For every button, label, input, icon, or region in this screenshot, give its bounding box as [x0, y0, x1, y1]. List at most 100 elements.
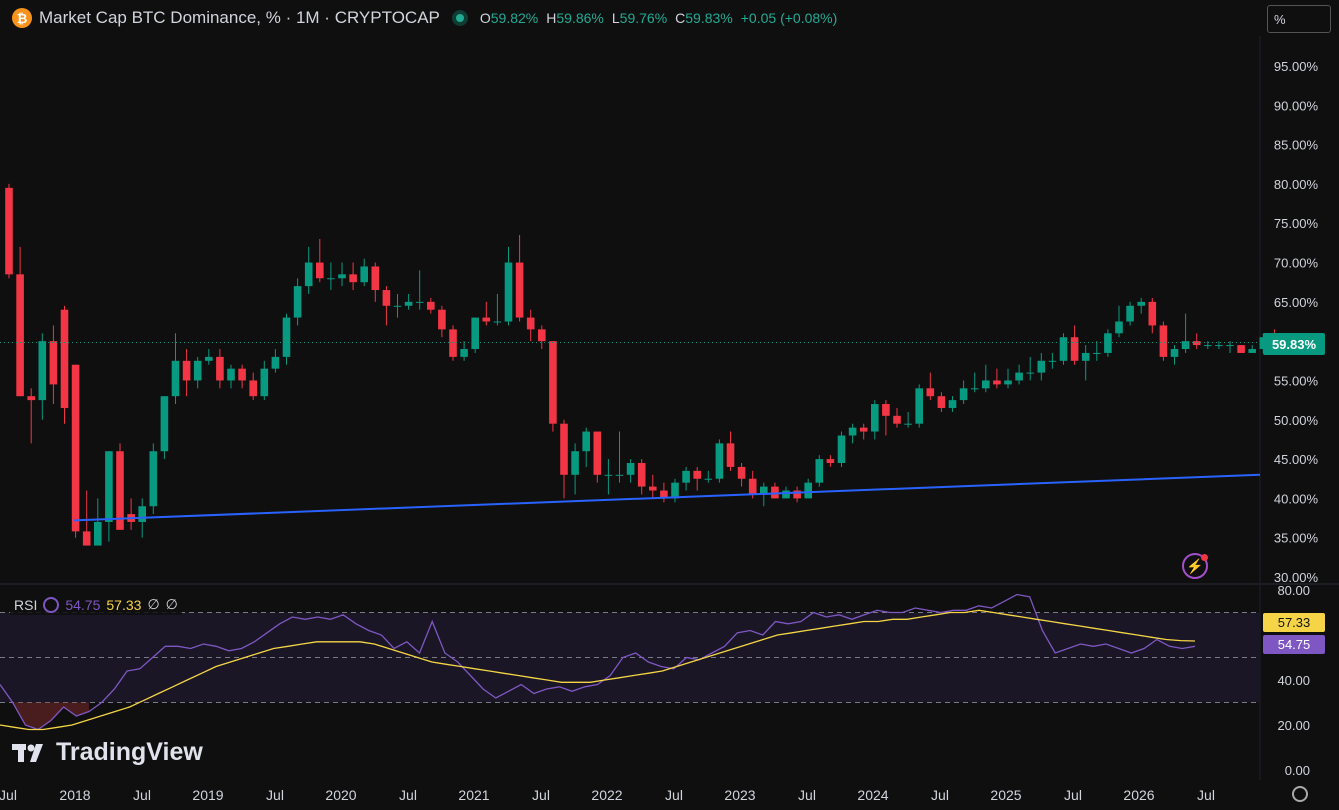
candle-body: [249, 380, 257, 397]
candle-body: [27, 396, 35, 401]
rsi-legend-extra1: ∅: [147, 596, 160, 612]
candle-body: [271, 356, 280, 369]
candle-body: [760, 486, 768, 495]
candle-body: [116, 451, 124, 530]
alert-bolt-icon[interactable]: ⚡: [1182, 553, 1208, 579]
candle-body: [1115, 321, 1123, 334]
candle-body: [782, 490, 790, 499]
candle-body: [926, 388, 935, 397]
candle-body: [205, 356, 213, 361]
candle-body: [49, 341, 58, 385]
rsi-legend-value: 54.75: [65, 596, 101, 613]
candle-body: [871, 404, 879, 432]
candle-body: [715, 443, 724, 479]
candle-body: [327, 278, 335, 280]
candle-body: [482, 317, 491, 322]
candle-body: [360, 266, 368, 283]
chart-header: ₿ Market Cap BTC Dominance, % · 1M · CRY…: [0, 0, 1260, 36]
scale-mode-field[interactable]: %: [1267, 5, 1331, 33]
last-price-label: 59.83%: [1263, 333, 1325, 355]
candle-body: [293, 286, 302, 318]
candle-body: [471, 317, 479, 350]
candle-body: [1015, 372, 1023, 381]
candle-body: [16, 274, 24, 397]
candle-body: [959, 388, 968, 401]
candle-body: [1215, 345, 1223, 347]
candle-body: [1192, 341, 1201, 346]
price-axis-tick: 55.00%: [1274, 373, 1319, 388]
time-axis-tick: Jul: [931, 787, 949, 803]
rsi-title: RSI: [14, 596, 38, 613]
candle-body: [160, 396, 169, 452]
candle-body: [1237, 345, 1245, 353]
rsi-axis-tick: 20.00: [1277, 718, 1310, 733]
price-axis-tick: 30.00%: [1274, 570, 1319, 585]
candle-body: [915, 388, 923, 424]
candle-body: [948, 400, 957, 408]
price-axis-tick: 75.00%: [1274, 216, 1319, 231]
candle-body: [859, 427, 868, 432]
candle-body: [560, 423, 568, 475]
bitcoin-icon: ₿: [12, 8, 32, 28]
rsi-settings-icon[interactable]: [43, 596, 60, 613]
rsi-legend-ma: 57.33: [106, 596, 142, 613]
settings-gear-icon[interactable]: [1292, 786, 1308, 802]
candle-body: [793, 490, 801, 499]
rsi-axis-tick: 40.00: [1277, 673, 1310, 688]
time-axis-tick: 2023: [724, 787, 755, 803]
price-axis-tick: 40.00%: [1274, 491, 1319, 506]
candle-body: [1170, 349, 1179, 357]
candle-body: [1226, 345, 1234, 347]
time-axis-tick: 2020: [325, 787, 356, 803]
rsi-value-label: 54.75: [1263, 635, 1325, 654]
candle-body: [904, 423, 912, 425]
candle-body: [438, 309, 446, 330]
candle-body: [593, 431, 602, 475]
candle-body: [1070, 337, 1079, 361]
time-axis-tick: Jul: [665, 787, 683, 803]
candle-body: [1026, 372, 1034, 374]
ohlc-values: O59.82% H59.86% L59.76% C59.83% +0.05 (+…: [479, 10, 838, 26]
candle-body: [704, 478, 713, 480]
symbol-title[interactable]: Market Cap BTC Dominance, % · 1M · CRYPT…: [39, 8, 440, 27]
candle-body: [1037, 360, 1046, 373]
candle-body: [349, 274, 357, 283]
candle-body: [316, 262, 324, 279]
candle-body: [671, 482, 679, 499]
candle-body: [748, 478, 757, 495]
candle-body: [526, 317, 535, 330]
time-axis-tick: 2024: [857, 787, 888, 803]
candle-body: [238, 368, 246, 381]
time-axis-tick: 2018: [59, 787, 90, 803]
tradingview-logo[interactable]: TradingView: [12, 738, 203, 767]
candle-body: [1148, 301, 1157, 326]
candle-body: [693, 470, 701, 479]
candle-body: [882, 404, 890, 416]
candle-body: [1093, 352, 1101, 354]
candle-body: [726, 443, 735, 467]
candle-body: [1204, 345, 1212, 347]
candle-body: [38, 341, 47, 401]
candle-body: [304, 262, 313, 287]
candle-body: [837, 435, 846, 464]
time-axis-tick: Jul: [798, 787, 816, 803]
candle-body: [182, 360, 191, 381]
candle-body: [216, 356, 224, 381]
candle-body: [382, 290, 391, 306]
candle-body: [371, 266, 380, 291]
candle-body: [1181, 341, 1190, 350]
candle-body: [615, 474, 624, 476]
market-status-icon[interactable]: [451, 10, 468, 26]
price-axis-tick: 45.00%: [1274, 452, 1319, 467]
time-axis-tick: Jul: [266, 787, 284, 803]
price-axis-tick: 65.00%: [1274, 295, 1319, 310]
candle-body: [404, 301, 413, 306]
candle-body: [1104, 333, 1112, 353]
rsi-axis-tick: 0.00: [1285, 763, 1310, 778]
price-axis-tick: 35.00%: [1274, 531, 1319, 546]
candle-body: [1159, 325, 1168, 357]
rsi-ma-line: [0, 609, 1196, 731]
candle-body: [82, 531, 91, 546]
rsi-legend[interactable]: RSI 54.75 57.33 ∅ ∅: [10, 594, 182, 615]
